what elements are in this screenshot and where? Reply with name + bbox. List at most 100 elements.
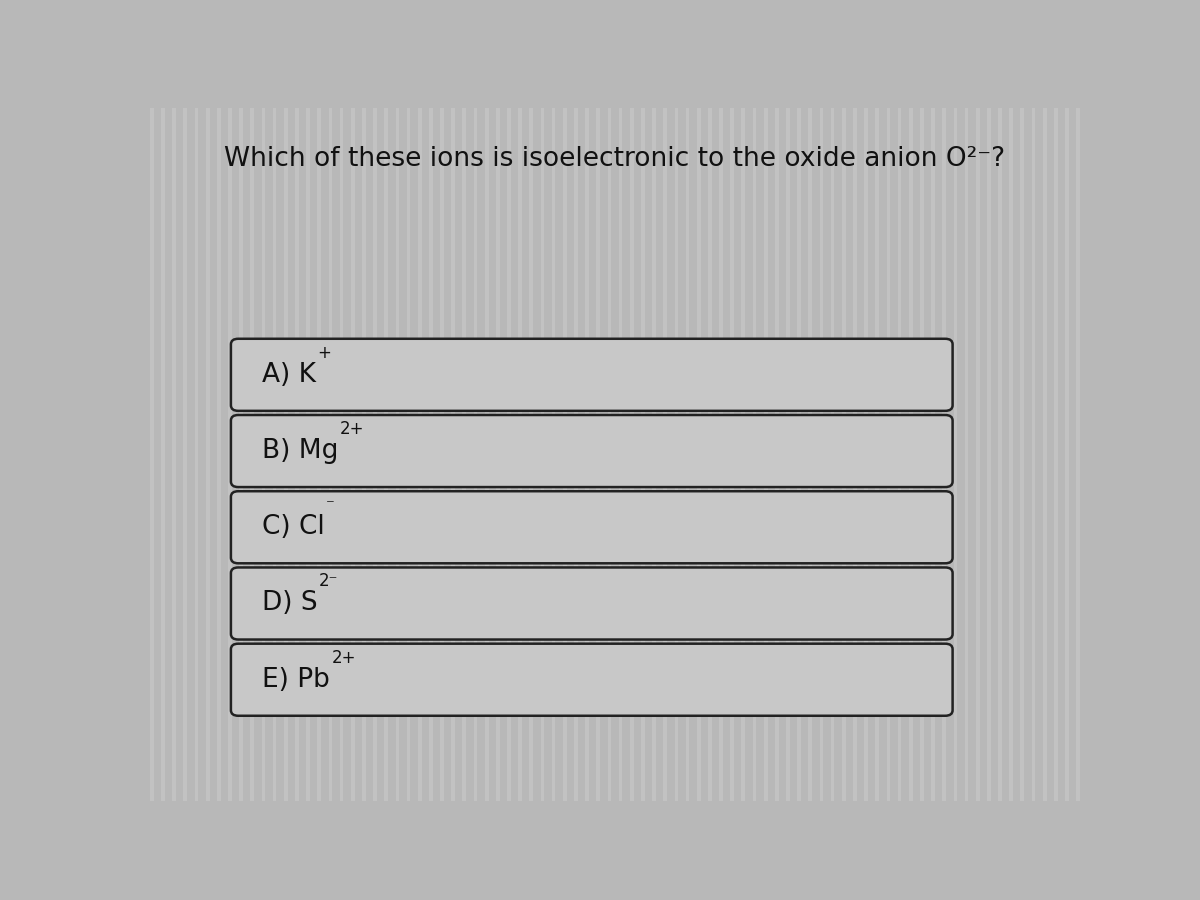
Bar — [541, 108, 545, 801]
Bar — [1054, 108, 1057, 801]
Bar — [1032, 108, 1036, 801]
Bar — [630, 108, 634, 801]
Bar — [407, 108, 410, 801]
Text: E) Pb: E) Pb — [262, 667, 330, 693]
Bar — [988, 108, 991, 801]
Bar — [329, 108, 332, 801]
Bar — [206, 108, 210, 801]
Bar — [474, 108, 478, 801]
Bar — [797, 108, 802, 801]
FancyBboxPatch shape — [230, 338, 953, 410]
Text: Which of these ions is isoelectronic to the oxide anion O²⁻?: Which of these ions is isoelectronic to … — [224, 146, 1006, 172]
Bar — [173, 108, 176, 801]
Bar — [485, 108, 488, 801]
Bar — [563, 108, 566, 801]
Bar — [908, 108, 913, 801]
Bar — [820, 108, 823, 801]
Bar — [719, 108, 722, 801]
Bar — [306, 108, 310, 801]
Bar — [786, 108, 790, 801]
Bar — [641, 108, 644, 801]
Bar — [942, 108, 946, 801]
Bar — [373, 108, 377, 801]
Bar — [752, 108, 756, 801]
Bar — [350, 108, 355, 801]
Bar — [295, 108, 299, 801]
Bar — [864, 108, 868, 801]
Text: A) K: A) K — [262, 362, 316, 388]
Bar — [931, 108, 935, 801]
Bar — [586, 108, 589, 801]
Bar — [384, 108, 388, 801]
Bar — [731, 108, 734, 801]
Bar — [976, 108, 979, 801]
Bar — [239, 108, 242, 801]
Text: 2⁻: 2⁻ — [319, 572, 338, 590]
Bar — [853, 108, 857, 801]
Bar — [653, 108, 656, 801]
Bar — [920, 108, 924, 801]
Bar — [596, 108, 600, 801]
Bar — [1020, 108, 1025, 801]
Bar — [272, 108, 276, 801]
Bar — [418, 108, 421, 801]
Bar — [217, 108, 221, 801]
Bar — [1043, 108, 1046, 801]
Bar — [607, 108, 611, 801]
Text: 2+: 2+ — [331, 649, 356, 667]
Bar — [842, 108, 846, 801]
Bar — [775, 108, 779, 801]
Bar — [552, 108, 556, 801]
Bar — [251, 108, 254, 801]
Bar — [462, 108, 467, 801]
Bar — [664, 108, 667, 801]
Bar — [619, 108, 623, 801]
Text: +: + — [318, 344, 331, 362]
Bar — [396, 108, 400, 801]
Text: B) Mg: B) Mg — [262, 438, 338, 464]
Bar — [876, 108, 880, 801]
Bar — [898, 108, 901, 801]
Bar — [518, 108, 522, 801]
FancyBboxPatch shape — [230, 644, 953, 716]
Text: ⁻: ⁻ — [326, 496, 335, 514]
Bar — [161, 108, 164, 801]
Bar — [1009, 108, 1013, 801]
Bar — [451, 108, 455, 801]
Bar — [194, 108, 198, 801]
Bar — [887, 108, 890, 801]
Bar — [1076, 108, 1080, 801]
Bar — [697, 108, 701, 801]
Bar — [574, 108, 578, 801]
FancyBboxPatch shape — [230, 415, 953, 487]
Bar — [1066, 108, 1069, 801]
Bar — [508, 108, 511, 801]
Bar — [764, 108, 768, 801]
Bar — [430, 108, 433, 801]
Text: D) S: D) S — [262, 590, 317, 616]
Bar — [184, 108, 187, 801]
FancyBboxPatch shape — [230, 491, 953, 563]
Bar — [150, 108, 154, 801]
Text: 2+: 2+ — [340, 420, 365, 438]
FancyBboxPatch shape — [230, 568, 953, 640]
Bar — [708, 108, 712, 801]
Bar — [954, 108, 958, 801]
Bar — [262, 108, 265, 801]
Bar — [674, 108, 678, 801]
Bar — [362, 108, 366, 801]
Bar — [440, 108, 444, 801]
Bar — [284, 108, 288, 801]
Bar — [340, 108, 343, 801]
Bar — [830, 108, 834, 801]
Bar — [809, 108, 812, 801]
Bar — [685, 108, 690, 801]
Bar — [965, 108, 968, 801]
Bar — [742, 108, 745, 801]
Bar — [228, 108, 232, 801]
Bar — [529, 108, 533, 801]
Bar — [496, 108, 499, 801]
Bar — [998, 108, 1002, 801]
Text: C) Cl: C) Cl — [262, 514, 324, 540]
Bar — [317, 108, 322, 801]
